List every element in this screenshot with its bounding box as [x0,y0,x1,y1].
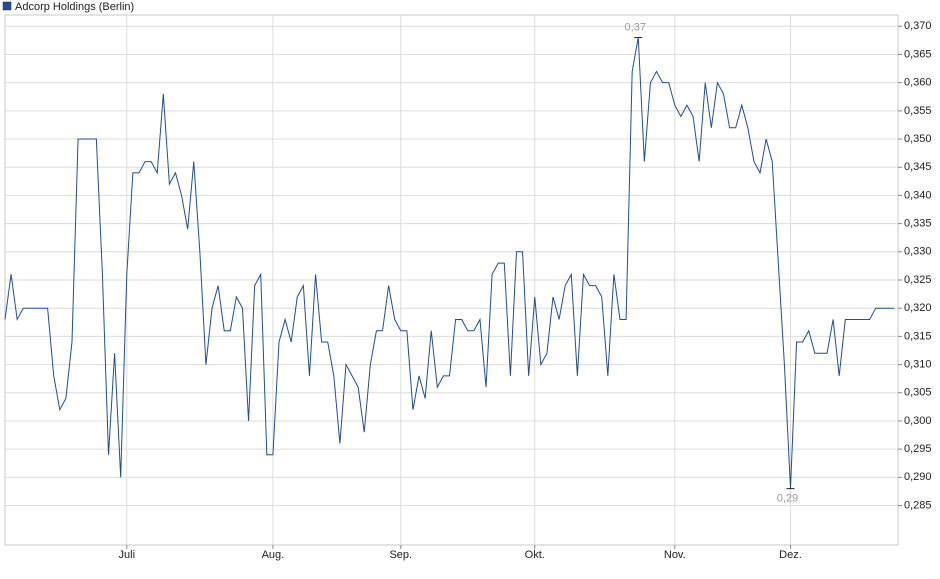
y-tick-label: 0,330 [904,246,932,258]
x-tick-label: Okt. [525,549,545,561]
y-tick-label: 0,300 [904,415,932,427]
legend-swatch [2,1,12,11]
y-tick-label: 0,355 [904,105,932,117]
x-tick-label: Nov. [664,549,686,561]
y-tick-label: 0,325 [904,274,932,286]
y-tick-label: 0,315 [904,330,932,342]
y-tick-label: 0,350 [904,133,932,145]
value-label: 0,29 [777,493,798,505]
y-tick-label: 0,360 [904,77,932,89]
y-tick-label: 0,340 [904,189,932,201]
y-tick-label: 0,295 [904,443,932,455]
x-tick-label: Juli [119,549,136,561]
y-tick-label: 0,290 [904,471,932,483]
y-tick-label: 0,345 [904,161,932,173]
y-tick-label: 0,365 [904,48,932,60]
y-tick-label: 0,310 [904,358,932,370]
y-tick-label: 0,335 [904,218,932,230]
y-tick-label: 0,370 [904,20,932,32]
line [4,37,894,489]
x-tick-label: Dez. [779,549,802,561]
y-tick-label: 0,320 [904,302,932,314]
value-label: 0,37 [625,21,646,33]
y-tick-label: 0,285 [904,499,932,511]
legend-label: Adcorp Holdings (Berlin) [15,1,134,13]
x-tick-label: Sep. [389,549,412,561]
x-tick-label: Aug. [262,549,285,561]
y-tick-label: 0,305 [904,387,932,399]
